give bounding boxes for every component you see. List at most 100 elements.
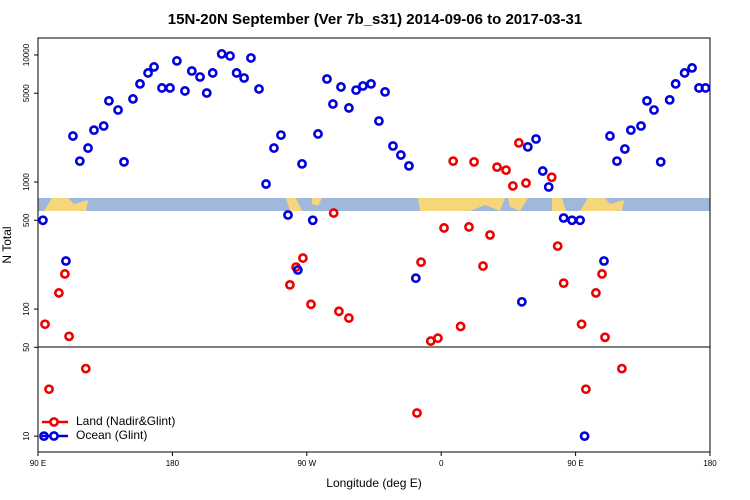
point [351,85,361,96]
point [469,156,479,167]
point [298,253,308,263]
point [297,158,307,169]
point [380,87,390,97]
point [59,269,70,279]
x-tick-label: 0 [439,459,444,468]
y-tick-label: 1000 [22,173,31,191]
point [336,82,346,92]
x-tick-label: 180 [703,459,717,468]
map-strip [38,198,710,211]
point [619,144,630,154]
x-tick-label: 90 E [30,459,46,468]
land-patch [580,198,624,211]
point [700,83,711,93]
point [328,99,338,109]
point [664,94,675,105]
point [239,73,249,83]
point [642,95,652,106]
point [358,81,368,91]
point [135,78,145,89]
point [334,306,344,317]
point [64,331,74,342]
point [104,95,114,106]
point [40,319,50,330]
point [478,261,488,271]
point [68,131,78,141]
point [537,166,548,176]
point [439,223,449,233]
point [416,257,426,268]
point [128,94,138,104]
point [591,288,601,298]
point [485,230,495,240]
point [558,213,569,223]
point [74,156,85,167]
point [492,162,502,173]
point [374,116,384,126]
point [246,53,256,63]
point [307,215,318,226]
land-patch [552,198,566,211]
point [38,215,48,226]
point [531,134,541,144]
point [285,279,295,290]
point [516,296,527,307]
land-patch [312,198,322,206]
point [579,431,590,442]
point [292,265,303,275]
point [543,182,554,192]
point [186,66,197,76]
point [433,333,443,344]
point [576,319,587,330]
land-patch [508,198,528,211]
point [276,130,286,141]
point [558,278,569,289]
point [269,143,279,153]
plot-frame [37,37,711,453]
y-tick-label: 10000 [22,43,31,66]
y-tick-label: 10 [22,431,31,440]
point [581,384,591,395]
point [507,181,518,191]
point [143,68,153,78]
y-tick-label: 100 [22,302,31,316]
point [216,49,227,59]
legend-label: Ocean (Glint) [76,428,147,442]
point [313,129,323,139]
land-patch [286,198,302,211]
point [201,88,212,98]
point [306,299,316,310]
point [687,63,697,73]
point [404,160,414,171]
point [254,84,264,94]
point [89,125,99,136]
point [464,222,474,232]
point [44,384,54,395]
x-tick-label: 180 [166,459,180,468]
point [283,210,293,220]
x-tick-label: 90 E [567,459,583,468]
point [625,125,636,136]
x-tick-label: 90 W [297,459,316,468]
legend-marker [49,431,59,441]
point [670,78,681,89]
point [149,62,159,72]
point [501,165,511,176]
point [328,208,339,218]
point [636,121,646,131]
point [612,156,622,167]
point [575,215,585,226]
point [83,143,93,153]
chart-title: 15N-20N September (Ver 7b_s31) 2014-09-0… [168,11,582,28]
point [98,121,109,131]
point [605,131,615,141]
y-tick-label: 500 [22,213,31,227]
point [171,56,182,66]
y-tick-label: 5000 [22,84,31,102]
point [546,172,557,183]
point [225,51,235,61]
point [165,83,175,93]
point [207,68,218,78]
point [344,103,354,113]
